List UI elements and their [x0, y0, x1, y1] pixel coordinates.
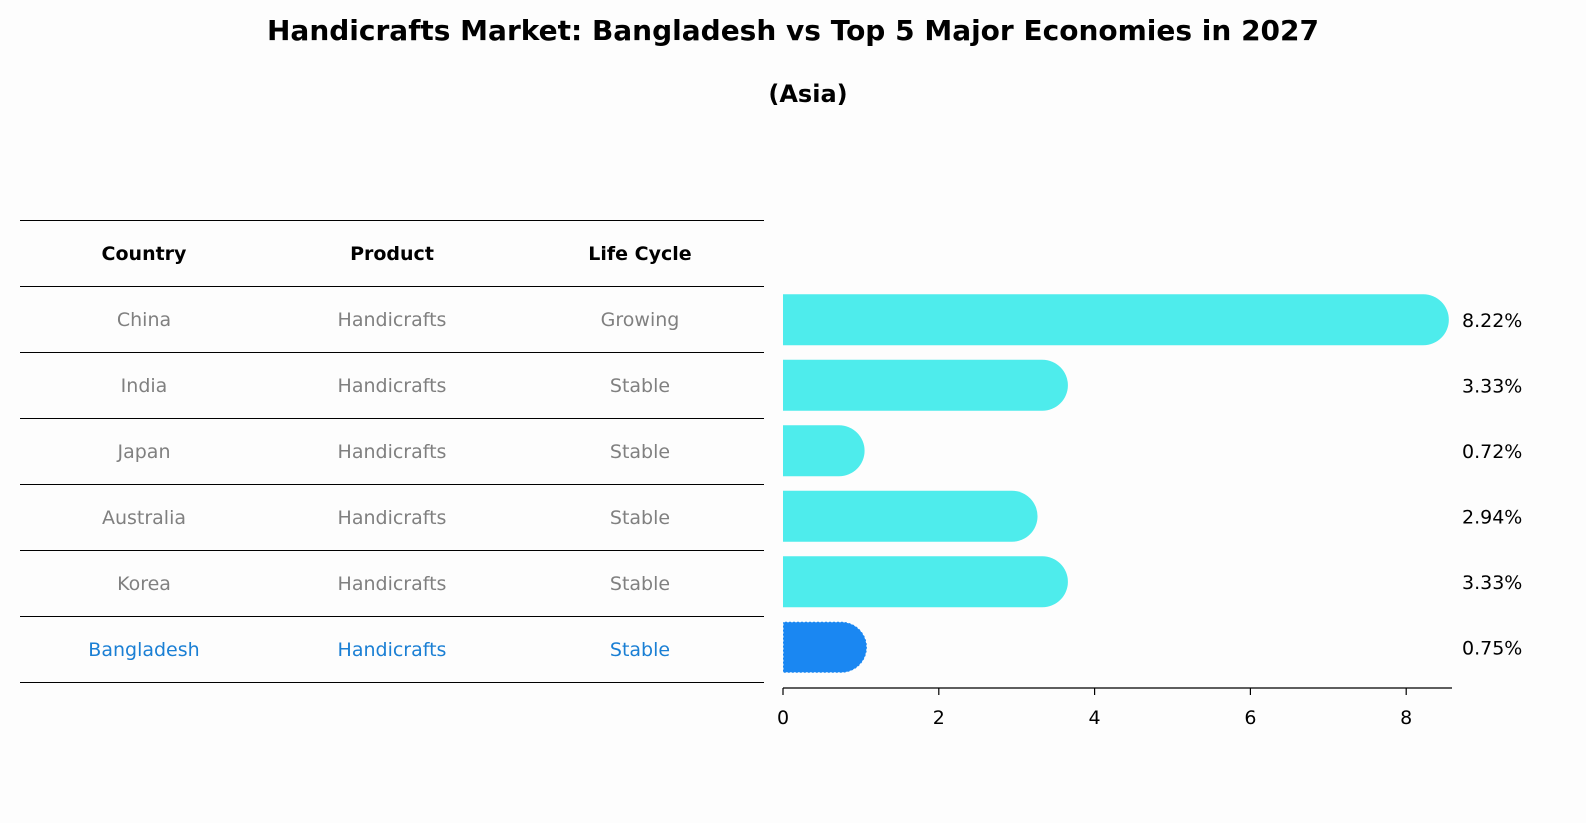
cell-country: Bangladesh: [20, 616, 268, 683]
value-label: 3.33%: [1462, 572, 1522, 594]
cell-product: Handicrafts: [268, 352, 516, 419]
cell-product: Handicrafts: [268, 484, 516, 551]
table-header-row: Country Product Life Cycle: [20, 220, 764, 287]
table-row: Australia Handicrafts Stable: [20, 484, 764, 551]
cell-life-cycle: Stable: [516, 484, 764, 551]
bar-korea: [783, 556, 1068, 608]
value-label: 0.72%: [1462, 441, 1522, 463]
header-country: Country: [20, 220, 268, 287]
x-tick-label: 4: [1089, 707, 1101, 729]
bar-china: [783, 294, 1449, 346]
cell-life-cycle: Stable: [516, 550, 764, 617]
cell-life-cycle: Growing: [516, 286, 764, 353]
cell-life-cycle: Stable: [516, 352, 764, 419]
value-label: 0.75%: [1462, 637, 1522, 659]
bar-australia: [783, 490, 1038, 542]
cell-country: China: [20, 286, 268, 353]
cell-life-cycle: Stable: [516, 616, 764, 683]
cell-life-cycle: Stable: [516, 418, 764, 485]
table-row: Korea Handicrafts Stable: [20, 550, 764, 617]
bar-japan: [783, 425, 865, 477]
table-row: India Handicrafts Stable: [20, 352, 764, 419]
cell-country: India: [20, 352, 268, 419]
cell-country: Australia: [20, 484, 268, 551]
value-label: 3.33%: [1462, 375, 1522, 397]
bar-india: [783, 359, 1068, 411]
cell-product: Handicrafts: [268, 286, 516, 353]
chart-subtitle: (Asia): [768, 80, 848, 108]
table-row-highlight: Bangladesh Handicrafts Stable: [20, 616, 764, 683]
cell-product: Handicrafts: [268, 616, 516, 683]
table-row: Japan Handicrafts Stable: [20, 418, 764, 485]
chart-title: Handicrafts Market: Bangladesh vs Top 5 …: [267, 14, 1319, 47]
cell-product: Handicrafts: [268, 550, 516, 617]
x-tick-label: 6: [1244, 707, 1256, 729]
value-label: 2.94%: [1462, 506, 1522, 528]
value-label: 8.22%: [1462, 310, 1522, 332]
market-table: Country Product Life Cycle China Handicr…: [20, 220, 764, 683]
cell-country: Japan: [20, 418, 268, 485]
x-tick-label: 8: [1400, 707, 1412, 729]
x-tick-label: 0: [777, 707, 789, 729]
header-life-cycle: Life Cycle: [516, 220, 764, 287]
header-product: Product: [268, 220, 516, 287]
table-row: China Handicrafts Growing: [20, 286, 764, 353]
cell-country: Korea: [20, 550, 268, 617]
x-tick-label: 2: [933, 707, 945, 729]
bar-bangladesh: [782, 621, 868, 674]
cell-product: Handicrafts: [268, 418, 516, 485]
